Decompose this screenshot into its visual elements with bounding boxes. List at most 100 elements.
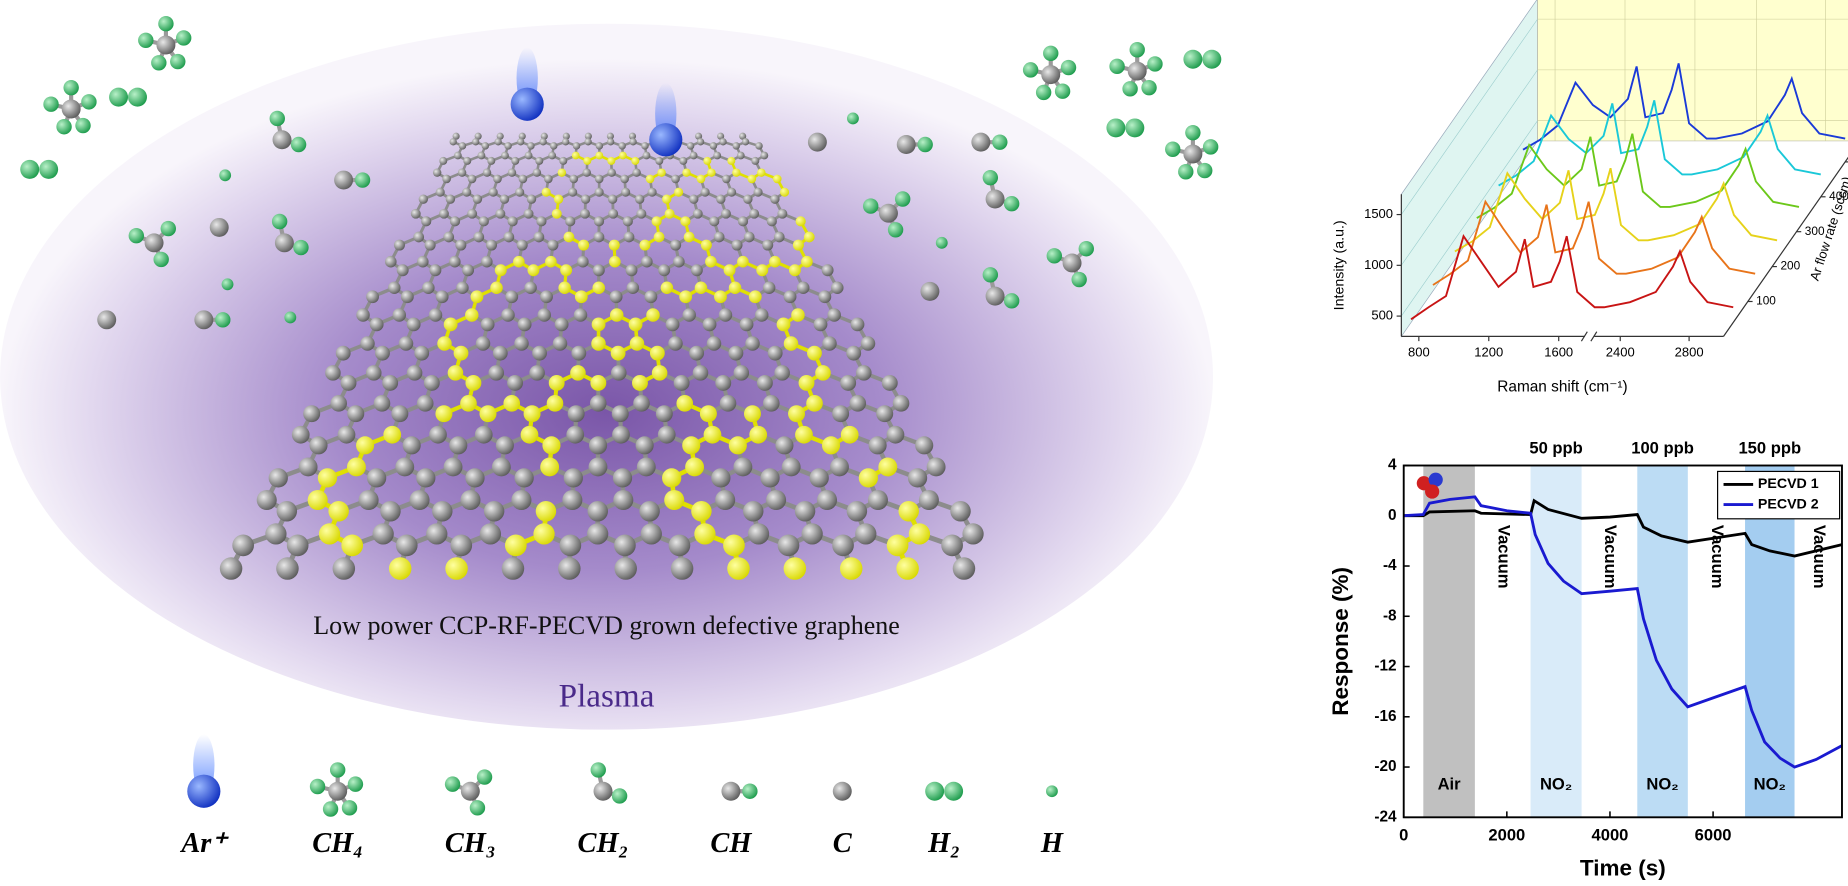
atom	[400, 290, 414, 304]
atom	[591, 336, 606, 351]
atom	[907, 468, 928, 488]
atom	[736, 151, 745, 160]
atom	[558, 281, 571, 295]
atom	[992, 134, 1008, 150]
atom	[694, 281, 708, 295]
atom	[608, 208, 619, 219]
atom	[717, 132, 725, 140]
atom	[920, 281, 940, 301]
atom	[291, 425, 310, 444]
atom	[709, 216, 720, 227]
atom	[641, 142, 649, 150]
atom	[593, 781, 613, 801]
species-label: H₂	[927, 828, 960, 859]
atom	[392, 308, 407, 322]
x-tick-label: 2400	[1606, 344, 1635, 359]
atom	[559, 534, 582, 557]
atom	[511, 156, 520, 165]
atom	[435, 405, 453, 423]
back-panel	[1537, 0, 1848, 142]
atom	[728, 281, 742, 295]
atom	[754, 308, 769, 322]
atom	[664, 208, 675, 219]
atom	[651, 365, 668, 381]
atom	[723, 264, 736, 277]
atom	[477, 151, 486, 160]
atom	[685, 457, 705, 477]
atom	[664, 489, 685, 511]
atom	[682, 168, 691, 177]
atom	[1003, 293, 1020, 309]
atom	[347, 405, 365, 423]
y-tick-label: 0	[1388, 507, 1397, 524]
atom	[711, 468, 731, 488]
atom	[187, 774, 221, 808]
atom	[727, 156, 736, 165]
atom	[56, 119, 72, 135]
atom	[274, 233, 294, 253]
atom	[647, 187, 657, 197]
atom	[569, 174, 579, 184]
atom	[609, 290, 623, 304]
atom	[846, 345, 862, 361]
band-label: Vacuum	[1708, 525, 1727, 589]
atom	[329, 762, 346, 778]
atom	[536, 216, 547, 227]
atom	[742, 783, 758, 799]
atom	[733, 457, 753, 477]
atom	[591, 317, 606, 332]
atom	[674, 187, 684, 197]
atom	[762, 395, 780, 412]
atom	[170, 53, 186, 70]
atom	[552, 336, 568, 351]
atom	[507, 216, 518, 227]
atom	[733, 365, 750, 381]
atom	[426, 523, 448, 545]
atom	[839, 557, 863, 580]
atom	[780, 187, 790, 197]
x-tick-label: 1200	[1474, 344, 1503, 359]
atom	[395, 534, 418, 557]
atom	[469, 800, 486, 816]
atom	[175, 30, 192, 46]
atom	[941, 534, 963, 557]
atom	[706, 336, 722, 351]
atom	[607, 194, 618, 204]
atom	[539, 138, 547, 146]
atom	[421, 216, 432, 227]
atom	[554, 317, 569, 332]
atom	[592, 264, 605, 277]
atom	[756, 264, 769, 277]
atom	[721, 208, 731, 219]
atom	[618, 151, 627, 160]
atom	[695, 132, 703, 140]
atom	[840, 425, 859, 444]
atom	[753, 187, 763, 197]
atom	[513, 255, 525, 268]
atom	[540, 457, 560, 477]
atom	[429, 425, 447, 444]
atom	[749, 208, 760, 219]
x-tick-label: 0	[1399, 826, 1408, 845]
atom	[1062, 253, 1082, 273]
atom	[449, 255, 461, 268]
atom	[1060, 59, 1077, 76]
atom	[1141, 79, 1157, 96]
atom	[791, 308, 805, 322]
atom	[158, 15, 174, 32]
atom	[309, 436, 328, 455]
atom	[632, 168, 641, 177]
atom	[516, 239, 528, 251]
atom	[580, 194, 591, 204]
atom	[493, 174, 502, 184]
atom	[846, 501, 868, 522]
atom	[612, 468, 633, 488]
atom	[445, 194, 456, 204]
atom	[1178, 164, 1194, 180]
y-tick-label: -4	[1383, 557, 1397, 574]
atom	[878, 203, 898, 223]
atom	[783, 557, 807, 580]
atom	[449, 138, 457, 146]
atom	[393, 239, 405, 251]
atom	[611, 365, 627, 381]
